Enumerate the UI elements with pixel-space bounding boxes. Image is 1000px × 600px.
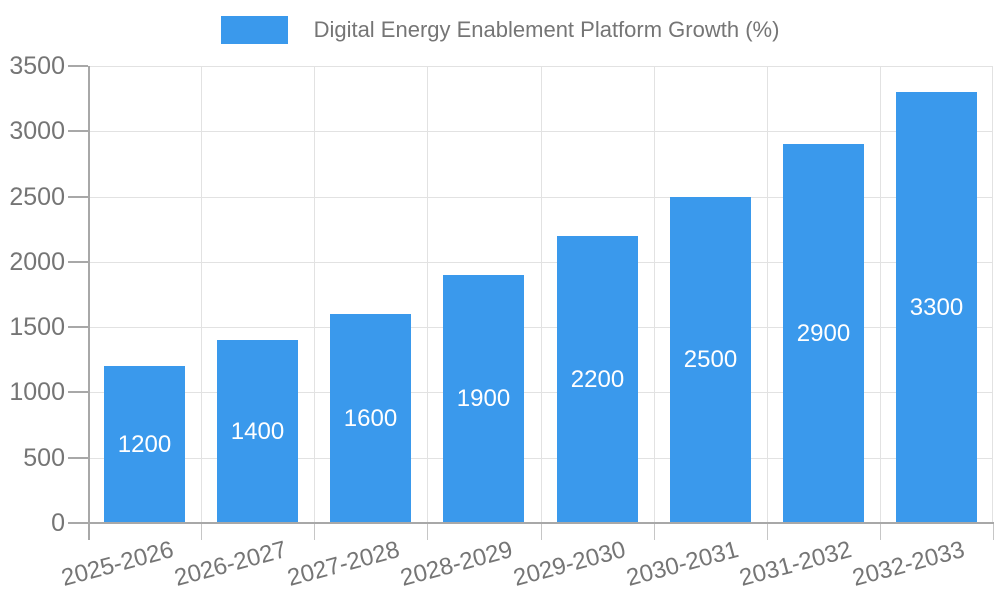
h-gridline: [88, 327, 993, 328]
y-axis-line: [88, 66, 90, 540]
v-gridline: [654, 66, 655, 523]
h-gridline: [88, 66, 993, 67]
h-gridline: [88, 458, 993, 459]
y-tick-label: 500: [23, 444, 65, 472]
y-tick: [68, 326, 88, 328]
bar-value-label: 1900: [456, 385, 511, 412]
x-axis-line: [88, 522, 994, 524]
v-gridline: [992, 66, 993, 523]
bar-value-label: 1400: [230, 417, 285, 445]
y-tick-label: 2500: [9, 183, 65, 211]
x-tick: [201, 523, 202, 540]
y-tick-label: 0: [51, 509, 65, 537]
x-tick: [880, 523, 881, 540]
h-gridline: [88, 262, 993, 263]
x-tick: [654, 523, 655, 540]
bar-value-label: 2500: [683, 346, 738, 373]
plot-area: 1200 1400 1600 1900 2200 2500 2900 3300: [88, 66, 993, 523]
y-tick: [68, 522, 88, 524]
bar-value-label: 1200: [117, 430, 172, 458]
v-gridline: [314, 66, 315, 523]
y-tick: [68, 261, 88, 263]
bar-value-label: 1600: [343, 404, 398, 432]
v-gridline: [427, 66, 428, 523]
y-tick-label: 1500: [9, 313, 65, 341]
bar[interactable]: 3300: [896, 92, 977, 523]
legend-label: Digital Energy Enablement Platform Growt…: [313, 17, 780, 42]
h-gridline: [88, 392, 993, 393]
h-gridline: [88, 197, 993, 198]
legend-swatch: [220, 16, 288, 44]
bar-value-label: 3300: [909, 293, 964, 321]
bar-value-label: 2200: [570, 365, 625, 393]
bar[interactable]: 1900: [443, 275, 524, 523]
v-gridline: [541, 66, 542, 523]
bar[interactable]: 2500: [670, 197, 751, 523]
v-gridline: [201, 66, 202, 523]
x-tick: [541, 523, 542, 540]
y-tick-label: 3500: [9, 52, 65, 80]
v-gridline: [767, 66, 768, 523]
y-tick: [68, 130, 88, 132]
y-tick-label: 1000: [9, 378, 65, 406]
y-tick: [68, 457, 88, 459]
bar[interactable]: 2200: [557, 236, 638, 523]
v-gridline: [880, 66, 881, 523]
y-tick: [68, 196, 88, 198]
bar[interactable]: 2900: [783, 144, 864, 523]
bar-value-label: 2900: [796, 319, 851, 347]
y-tick: [68, 391, 88, 393]
bar[interactable]: 1400: [217, 340, 298, 523]
x-tick: [993, 523, 994, 540]
y-tick-label: 3000: [9, 117, 65, 145]
bar[interactable]: 1600: [330, 314, 411, 523]
x-tick: [767, 523, 768, 540]
bar[interactable]: 1200: [104, 366, 185, 523]
y-tick-label: 2000: [9, 248, 65, 276]
x-tick: [427, 523, 428, 540]
y-tick: [68, 65, 88, 67]
h-gridline: [88, 131, 993, 132]
legend[interactable]: Digital Energy Enablement Platform Growt…: [0, 16, 1000, 44]
x-tick: [314, 523, 315, 540]
